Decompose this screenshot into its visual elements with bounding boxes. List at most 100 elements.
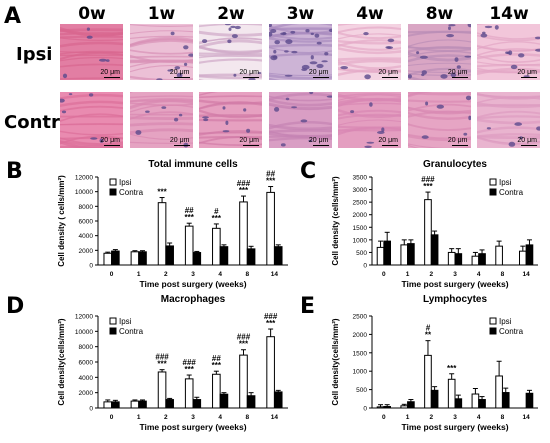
bar-ipsi xyxy=(157,202,167,266)
legend-swatch xyxy=(109,327,117,335)
y-tick-label: 12000 xyxy=(75,314,93,321)
y-tick-label: 10000 xyxy=(75,189,93,196)
timepoint-label: 0w xyxy=(78,4,106,24)
bar-ipsi xyxy=(519,250,527,266)
chart-title: Total immune cells xyxy=(148,159,238,170)
x-tick-label: 4 xyxy=(218,414,222,421)
legend-label: Ipsi xyxy=(499,317,512,326)
bar-ipsi xyxy=(471,255,480,266)
y-axis-label: Cell density (cells/mm²) xyxy=(331,176,340,266)
panel-a-letter: A xyxy=(4,4,22,29)
scale-bar: 20 μm xyxy=(378,69,398,78)
y-tick-label: 8000 xyxy=(79,344,94,351)
bar-contra xyxy=(430,234,439,266)
bar-contra xyxy=(407,401,415,409)
x-tick-label: 8 xyxy=(501,414,505,421)
bar-contra xyxy=(273,391,283,409)
legend-swatch xyxy=(489,317,497,325)
scale-bar: 20 μm xyxy=(517,69,537,78)
chart-b: B Total immune cells 0 2000 4000 6000 8000 1000… xyxy=(6,155,300,300)
panel-letter: C xyxy=(300,159,317,184)
bar-ipsi xyxy=(130,400,140,409)
x-tick-label: 1 xyxy=(137,414,141,421)
significance-marker: *** xyxy=(239,340,249,349)
x-tick-label: 3 xyxy=(191,414,195,421)
chart-title: Lymphocytes xyxy=(423,294,488,305)
y-tick-label: 1000 xyxy=(353,237,368,244)
scale-bar-label: 20 μm xyxy=(308,137,329,144)
bar-contra xyxy=(192,252,202,266)
scale-bar: 20 μm xyxy=(448,137,468,146)
y-tick-label: 0 xyxy=(363,406,367,413)
scale-bar-label: 20 μm xyxy=(169,137,190,144)
panel-letter: D xyxy=(6,294,25,319)
bar-contra xyxy=(478,399,486,409)
bar-ipsi xyxy=(239,354,248,409)
bar-ipsi xyxy=(184,378,194,409)
scale-bar-label: 20 μm xyxy=(169,69,190,76)
bar-ipsi xyxy=(130,251,140,266)
x-axis-label: Time post surgery (weeks) xyxy=(401,422,508,432)
chart-e: E Lymphocytes 0 500 1000 1500 2000 2500 Cell den… xyxy=(300,290,548,443)
panel-letter: E xyxy=(300,294,316,319)
timepoint-label: 3w xyxy=(286,4,315,24)
histology-image: 20 μm xyxy=(268,92,332,148)
y-tick-label: 4000 xyxy=(79,375,94,382)
y-axis-label: Cell density ( cells/mm²) xyxy=(57,175,66,267)
scale-bar-label: 20 μm xyxy=(308,69,329,76)
timepoint-label: 1w xyxy=(147,4,176,24)
x-tick-label: 4 xyxy=(477,414,481,421)
significance-marker: # xyxy=(214,207,219,216)
y-tick-label: 2500 xyxy=(353,200,368,207)
legend-label: Ipsi xyxy=(119,317,132,326)
significance-marker: *** xyxy=(157,188,167,197)
x-tick-label: 1 xyxy=(137,271,141,278)
significance-marker: ### xyxy=(183,358,197,367)
significance-marker: *** xyxy=(423,182,433,191)
scale-bar-label: 20 μm xyxy=(239,69,259,76)
scale-bar: 20 μm xyxy=(517,137,537,146)
histology-image: 20 μm xyxy=(129,24,193,80)
x-tick-label: 14 xyxy=(271,414,279,421)
bar-ipsi xyxy=(447,251,456,266)
y-tick-label: 2000 xyxy=(79,248,94,255)
scale-bar-label: 20 μm xyxy=(447,137,468,144)
x-tick-label: 3 xyxy=(453,414,457,421)
scale-bar: 20 μm xyxy=(100,69,120,78)
histology-image: 20 μm xyxy=(60,92,123,148)
bar-contra xyxy=(111,401,120,409)
bar-ipsi xyxy=(400,405,409,409)
significance-marker: *** xyxy=(266,319,276,328)
legend-label: Contra xyxy=(499,327,524,336)
bar-ipsi xyxy=(424,199,432,266)
y-tick-label: 2000 xyxy=(353,332,368,339)
y-tick-label: 500 xyxy=(356,387,367,394)
y-axis-label: Cell density(cells/mm²) xyxy=(57,318,66,405)
bar-ipsi xyxy=(495,245,503,266)
bar-ipsi xyxy=(212,373,221,409)
x-tick-label: 0 xyxy=(110,414,114,421)
legend-swatch xyxy=(109,188,117,196)
timepoint-label: 4w xyxy=(356,4,384,24)
significance-marker: *** xyxy=(212,361,222,370)
y-tick-label: 1500 xyxy=(353,225,368,232)
scale-bar-label: 20 μm xyxy=(100,137,120,144)
bar-contra xyxy=(430,389,439,409)
significance-marker: # xyxy=(426,324,431,333)
y-tick-label: 0 xyxy=(363,263,367,270)
x-axis-label: Time post surgery (weeks) xyxy=(401,279,508,289)
significance-marker: ### xyxy=(421,175,435,184)
bar-ipsi xyxy=(376,406,385,409)
x-tick-label: 4 xyxy=(477,271,481,278)
y-tick-label: 12000 xyxy=(75,175,93,182)
significance-marker: ** xyxy=(425,331,432,340)
histology-image: 20 μm xyxy=(199,24,262,80)
significance-marker: ## xyxy=(266,170,275,179)
panel-letter: B xyxy=(6,159,23,184)
chart-svg: Total immune cells 0 2000 4000 6000 8000 10000… xyxy=(57,159,288,289)
scale-bar-label: 20 μm xyxy=(239,137,259,144)
significance-marker: ## xyxy=(212,354,221,363)
bar-ipsi xyxy=(184,225,194,266)
x-tick-label: 14 xyxy=(523,414,531,421)
